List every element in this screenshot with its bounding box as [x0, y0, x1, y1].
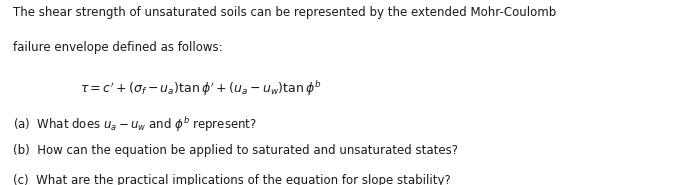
Text: The shear strength of unsaturated soils can be represented by the extended Mohr-: The shear strength of unsaturated soils …	[13, 6, 556, 18]
Text: (a)  What does $u_a - u_w$ and $\phi^b$ represent?: (a) What does $u_a - u_w$ and $\phi^b$ r…	[13, 115, 256, 134]
Text: (b)  How can the equation be applied to saturated and unsaturated states?: (b) How can the equation be applied to s…	[13, 144, 458, 157]
Text: (c)  What are the practical implications of the equation for slope stability?: (c) What are the practical implications …	[13, 174, 450, 185]
Text: failure envelope defined as follows:: failure envelope defined as follows:	[13, 41, 222, 54]
Text: $\tau = c' + (\sigma_f - u_a)\tan\phi' + (u_a - u_w)\tan\phi^b$: $\tau = c' + (\sigma_f - u_a)\tan\phi' +…	[80, 80, 322, 98]
